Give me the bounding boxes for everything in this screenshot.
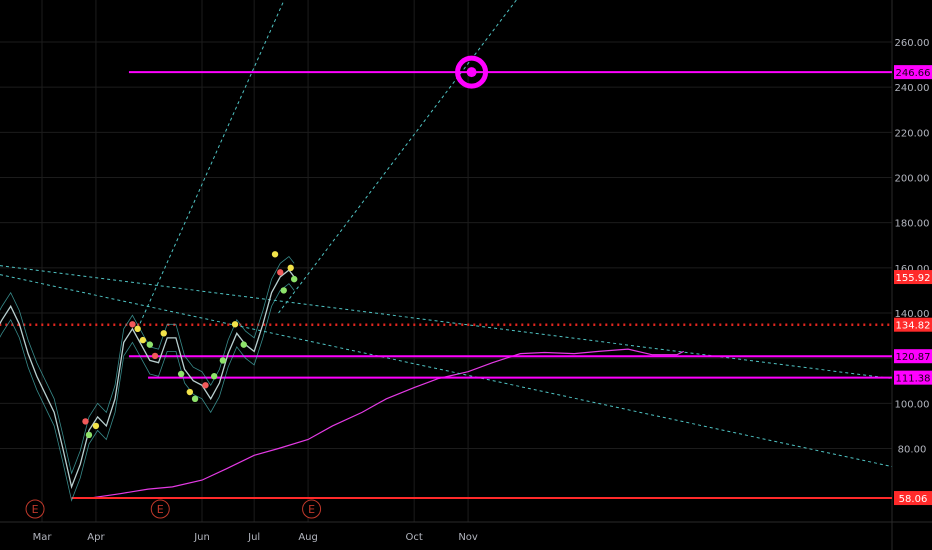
time-tick-label: Oct: [406, 532, 423, 543]
signal-dot: [146, 341, 154, 348]
time-tick-label: Jul: [247, 532, 260, 543]
signal-dot: [287, 264, 294, 272]
price-label-box: [894, 370, 932, 385]
signal-dot: [82, 418, 89, 425]
signal-dot: [271, 251, 279, 258]
price-label-box: [894, 65, 932, 80]
signal-dot: [177, 370, 185, 378]
price-tick-label: 100.00: [895, 399, 930, 410]
signal-dot: [240, 341, 247, 348]
time-tick-label: Aug: [298, 532, 318, 543]
price-tick-label: 180.00: [895, 219, 930, 230]
signal-dot: [202, 382, 209, 389]
price-label-box: [894, 270, 932, 285]
signal-dot: [191, 395, 199, 403]
candle-dots-layer: [82, 251, 298, 439]
time-tick-label: Nov: [458, 532, 478, 543]
moving-average-layer: [88, 348, 685, 499]
time-tick-label: Jun: [193, 532, 210, 543]
price-label-text: 134.82: [896, 321, 931, 332]
time-tick-label: Mar: [33, 532, 53, 543]
price-label-box: [894, 317, 932, 332]
price-tick-label: 160.00: [895, 264, 930, 275]
price-tick-label: 140.00: [895, 309, 930, 320]
time-axis[interactable]: Mar Apr Jun Jul Aug Oct Nov: [33, 532, 478, 543]
signal-dot: [129, 321, 136, 328]
signal-dot: [160, 330, 167, 337]
signal-dot: [290, 275, 298, 283]
earnings-marker-label: E: [157, 503, 164, 516]
price-label-text: 58.06: [899, 494, 928, 505]
earnings-marker[interactable]: [302, 499, 322, 519]
signal-dot: [186, 388, 194, 396]
trendlines-layer: [0, 0, 893, 468]
earnings-marker[interactable]: [25, 499, 45, 519]
target-ring: [455, 55, 489, 89]
signal-dot: [277, 269, 284, 276]
signal-dot: [151, 352, 159, 360]
price-tick-label: 260.00: [895, 38, 930, 49]
time-tick-label: Apr: [87, 532, 105, 543]
price-tick-label: 220.00: [895, 128, 930, 139]
price-label-text: 111.38: [896, 374, 931, 385]
signal-dot: [139, 336, 147, 344]
earnings-marker[interactable]: [150, 499, 170, 519]
signal-dot: [92, 422, 100, 430]
price-line: [0, 269, 295, 490]
lower-band-line: [0, 283, 295, 502]
price-tick-label: 200.00: [895, 174, 930, 185]
signal-dot: [231, 321, 239, 328]
signal-dot: [219, 357, 227, 364]
signal-dot: [210, 373, 218, 380]
horizontal-levels-layer: [0, 71, 892, 500]
price-label-text: 246.66: [896, 68, 931, 79]
price-label-text: 120.87: [896, 352, 931, 363]
price-tick-label: 80.00: [898, 445, 927, 456]
signal-dot: [280, 287, 287, 294]
price-axis[interactable]: 80.00100.00120.00140.00160.00180.00200.0…: [894, 38, 932, 506]
target-marker[interactable]: [455, 55, 489, 89]
target-center: [466, 67, 477, 78]
moving-average-line: [88, 348, 685, 499]
price-label-box: [894, 491, 932, 506]
price-label-text: 155.92: [896, 273, 931, 284]
signal-dot: [134, 325, 141, 333]
trendline-4: [0, 274, 893, 468]
earnings-marker-label: E: [308, 503, 315, 516]
earnings-marker-label: E: [32, 503, 39, 516]
price-tick-label: 240.00: [895, 83, 930, 94]
signal-dot: [85, 431, 93, 439]
price-label-box: [894, 349, 932, 364]
